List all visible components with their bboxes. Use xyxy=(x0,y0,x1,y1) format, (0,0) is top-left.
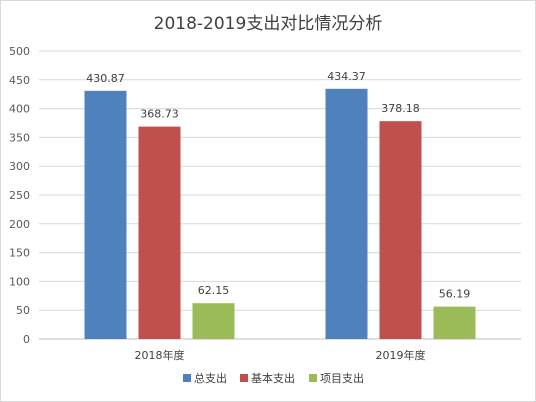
data-label: 434.37 xyxy=(327,70,366,83)
legend-swatch xyxy=(309,374,317,382)
data-label: 368.73 xyxy=(140,108,179,121)
y-tick-label: 250 xyxy=(9,189,30,202)
bar xyxy=(138,126,181,340)
legend-item: 项目支出 xyxy=(309,371,364,385)
category-label: 2019年度 xyxy=(376,348,426,362)
y-tick-label: 450 xyxy=(9,74,30,87)
bar xyxy=(84,90,127,339)
bar xyxy=(433,306,476,339)
data-label: 378.18 xyxy=(381,102,420,115)
legend-swatch xyxy=(240,374,248,382)
bars xyxy=(84,88,476,340)
y-tick-label: 50 xyxy=(16,304,30,317)
data-labels: 430.87 368.73 62.15 434.37 378.18 56.19 xyxy=(86,70,470,301)
legend-label: 基本支出 xyxy=(251,371,295,385)
data-label: 56.19 xyxy=(439,288,471,301)
y-tick-label: 300 xyxy=(9,160,30,173)
x-axis-category-labels: 2018年度 2019年度 xyxy=(135,348,426,362)
legend-item: 基本支出 xyxy=(240,371,295,385)
legend-swatch xyxy=(183,374,191,382)
y-tick-label: 500 xyxy=(9,45,30,58)
y-tick-label: 100 xyxy=(9,275,30,288)
legend-item: 总支出 xyxy=(183,371,227,385)
legend-label: 总支出 xyxy=(194,371,227,385)
y-tick-label: 0 xyxy=(23,333,30,346)
y-tick-label: 400 xyxy=(9,103,30,116)
y-tick-label: 200 xyxy=(9,218,30,231)
y-tick-label: 350 xyxy=(9,131,30,144)
chart-title: 2018-2019支出对比情况分析 xyxy=(154,14,383,34)
data-label: 430.87 xyxy=(86,72,125,85)
y-axis-tick-labels: 0 50 100 150 200 250 300 350 400 450 500 xyxy=(9,45,30,346)
bar xyxy=(325,88,368,339)
legend-label: 项目支出 xyxy=(320,371,364,385)
y-tick-label: 150 xyxy=(9,247,30,260)
bar xyxy=(379,121,422,339)
category-label: 2018年度 xyxy=(135,348,185,362)
legend: 总支出 基本支出 项目支出 xyxy=(183,371,364,385)
bar xyxy=(192,303,235,339)
data-label: 62.15 xyxy=(198,284,230,297)
